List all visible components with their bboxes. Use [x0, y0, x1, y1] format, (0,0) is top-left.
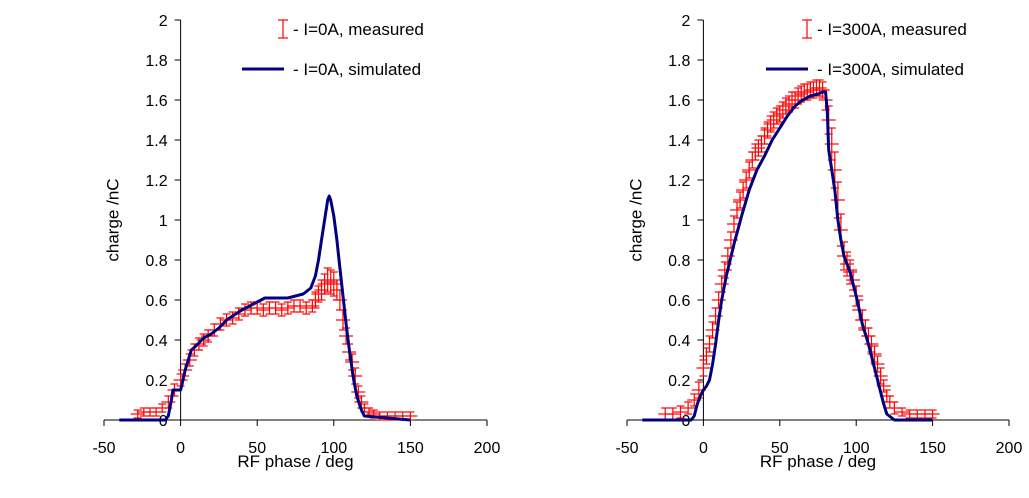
measured-point — [751, 139, 766, 157]
measured-point — [314, 279, 329, 301]
y-tick-label: 1 — [681, 213, 690, 230]
y-tick-label: 0.8 — [145, 253, 167, 270]
x-tick-label: 0 — [699, 440, 708, 457]
measured-point — [766, 111, 781, 129]
measured-point — [895, 407, 910, 417]
x-tick-label: 200 — [474, 440, 501, 457]
measured-point — [323, 269, 338, 295]
y-tick-label: 1.6 — [145, 93, 167, 110]
measured-point — [681, 401, 696, 415]
x-tick-label: 150 — [919, 440, 946, 457]
measured-point — [699, 347, 714, 365]
x-tick-label: 150 — [397, 440, 424, 457]
x-tick-label: 100 — [320, 440, 347, 457]
y-tick-label: 1.8 — [145, 53, 167, 70]
measured-point — [326, 271, 341, 297]
x-tick-label: 0 — [176, 440, 185, 457]
y-axis-label: charge /nC — [104, 178, 123, 261]
y-tick-label: 1 — [159, 213, 168, 230]
simulated-line — [119, 194, 411, 422]
measured-point — [256, 303, 271, 317]
measured-point — [760, 121, 775, 139]
y-tick-label: 0.6 — [145, 293, 167, 310]
measured-point — [299, 301, 314, 315]
legend-measured-symbol — [802, 19, 812, 39]
y-tick-label: 0.4 — [145, 333, 167, 350]
x-tick-label: 50 — [771, 440, 789, 457]
x-tick-label: 50 — [248, 440, 266, 457]
measured-point — [274, 303, 289, 317]
y-tick-label: 0.2 — [668, 373, 690, 390]
x-tick-label: -50 — [92, 440, 115, 457]
y-tick-label: 1.8 — [668, 53, 690, 70]
chart-panel-1: -50 0 50 100 150 20000.20.40.60.811.21.41.61.… — [92, 13, 500, 471]
x-tick-label: 100 — [843, 440, 870, 457]
measured-point — [696, 359, 711, 377]
y-tick-label: 0.4 — [668, 333, 690, 350]
legend-measured-label: - I=300A, measured — [817, 20, 967, 39]
chart-panel-2: -50 0 50 100 150 20000.20.40.60.811.21.41.61.… — [615, 13, 1022, 471]
y-tick-label: 1.4 — [668, 133, 690, 150]
simulated-line — [642, 90, 933, 422]
y-tick-label: 2 — [681, 13, 690, 30]
x-axis-label: RF phase / deg — [237, 452, 353, 471]
x-tick-label: -50 — [615, 440, 638, 457]
measured-point — [268, 301, 283, 315]
measured-errorbars — [130, 267, 418, 421]
x-tick-label: 200 — [996, 440, 1023, 457]
measured-point — [155, 403, 170, 413]
x-axis-label: RF phase / deg — [760, 452, 876, 471]
measured-point — [673, 405, 688, 419]
measured-point — [769, 107, 784, 125]
measured-point — [293, 299, 308, 313]
measured-point — [925, 409, 940, 419]
legend-measured-label: - I=0A, measured — [293, 20, 424, 39]
legend-simulated-label: - I=0A, simulated — [293, 60, 421, 79]
legend: - I=300A, measured - I=300A, simulated — [766, 19, 967, 79]
y-tick-label: 1.4 — [145, 133, 167, 150]
y-tick-label: 0.6 — [668, 293, 690, 310]
measured-point — [280, 301, 295, 315]
y-tick-label: 1.6 — [668, 93, 690, 110]
legend-measured-symbol — [278, 19, 288, 39]
measured-point — [130, 409, 145, 419]
y-tick-label: 0.2 — [145, 373, 167, 390]
measured-errorbars — [658, 79, 940, 421]
y-tick-label: 0.8 — [668, 253, 690, 270]
legend-simulated-label: - I=300A, simulated — [817, 60, 964, 79]
legend: - I=0A, measured - I=0A, simulated — [242, 19, 424, 79]
y-tick-label: 1.2 — [668, 173, 690, 190]
y-tick-label: 1.2 — [145, 173, 167, 190]
y-axis-label: charge /nC — [626, 178, 645, 261]
y-tick-label: 2 — [159, 13, 168, 30]
